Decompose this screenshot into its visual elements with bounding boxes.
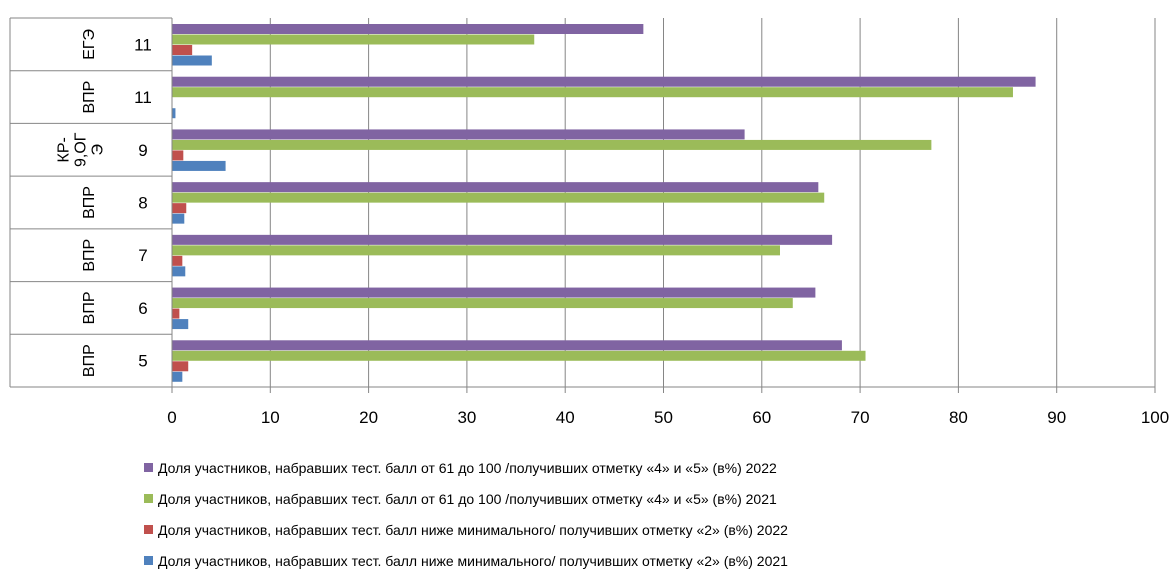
category-label: 9 bbox=[138, 141, 147, 160]
x-tick-label: 0 bbox=[167, 408, 176, 427]
x-tick-label: 60 bbox=[752, 408, 771, 427]
category-label: 5 bbox=[138, 352, 147, 371]
bar bbox=[172, 139, 932, 150]
category-label: 6 bbox=[138, 299, 147, 318]
legend-item: Доля участников, набравших тест. балл ни… bbox=[144, 545, 788, 576]
legend-item: Доля участников, набравших тест. балл от… bbox=[144, 452, 788, 483]
category-group-label: ВПР bbox=[81, 239, 98, 272]
x-tick-label: 70 bbox=[851, 408, 870, 427]
bar bbox=[172, 213, 185, 224]
bar bbox=[172, 350, 866, 361]
bar bbox=[172, 55, 212, 66]
category-group-label: ВПР bbox=[81, 186, 98, 219]
bar bbox=[172, 129, 745, 140]
bar bbox=[172, 108, 176, 119]
category-group-label-line: КР- bbox=[56, 137, 73, 162]
category-group-label: ВПР bbox=[81, 292, 98, 325]
bar bbox=[172, 371, 183, 382]
legend-label: Доля участников, набравших тест. балл от… bbox=[158, 459, 777, 476]
x-tick-label: 90 bbox=[1047, 408, 1066, 427]
bar bbox=[172, 182, 819, 193]
category-group-label-line: 9,ОГ bbox=[73, 132, 90, 167]
bar bbox=[172, 361, 189, 372]
x-tick-label: 30 bbox=[457, 408, 476, 427]
bar bbox=[172, 34, 535, 45]
bar bbox=[172, 287, 816, 298]
category-group-label: ЕГЭ bbox=[81, 29, 98, 60]
bar bbox=[172, 87, 1013, 98]
legend-swatch bbox=[144, 463, 153, 472]
legend-label: Доля участников, набравших тест. балл ни… bbox=[158, 521, 788, 538]
x-tick-label: 100 bbox=[1141, 408, 1169, 427]
legend-item: Доля участников, набравших тест. балл ни… bbox=[144, 514, 788, 545]
legend-swatch bbox=[144, 556, 153, 565]
category-group-label: КР-9,ОГЭ bbox=[56, 132, 107, 167]
category-group-label: ВПР bbox=[81, 81, 98, 114]
bar bbox=[172, 308, 180, 319]
x-tick-label: 20 bbox=[359, 408, 378, 427]
bar-chart-plot: 0 10 20 30 40 50 60 70 80 90 100 5 ВПР 6 ВПР 7 ВПР 8 ВПР 9 К… bbox=[9, 17, 1169, 427]
bar bbox=[172, 234, 833, 245]
legend-label: Доля участников, набравших тест. балл ни… bbox=[158, 552, 788, 569]
legend-label: Доля участников, набравших тест. балл от… bbox=[158, 490, 777, 507]
bar bbox=[172, 319, 189, 330]
bar bbox=[172, 298, 793, 309]
bar bbox=[172, 255, 183, 266]
chart-legend: Доля участников, набравших тест. балл от… bbox=[144, 452, 788, 576]
legend-item: Доля участников, набравших тест. балл от… bbox=[144, 483, 788, 514]
bar bbox=[172, 266, 186, 277]
category-label: 7 bbox=[138, 246, 147, 265]
x-tick-label: 10 bbox=[261, 408, 280, 427]
legend-swatch bbox=[144, 525, 153, 534]
x-tick-label: 50 bbox=[654, 408, 673, 427]
bar bbox=[172, 203, 187, 214]
category-group-label-line: Э bbox=[90, 144, 107, 156]
category-label: 8 bbox=[138, 194, 147, 213]
bar bbox=[172, 76, 1036, 87]
bar bbox=[172, 160, 226, 171]
bar bbox=[172, 245, 780, 256]
category-label: 11 bbox=[134, 35, 152, 54]
category-label: 11 bbox=[134, 88, 152, 107]
bar bbox=[172, 192, 825, 203]
bar bbox=[172, 340, 842, 351]
bar bbox=[172, 45, 193, 55]
bar bbox=[172, 24, 644, 34]
x-tick-label: 40 bbox=[556, 408, 575, 427]
bar bbox=[172, 150, 184, 161]
x-tick-label: 80 bbox=[949, 408, 968, 427]
legend-swatch bbox=[144, 494, 153, 503]
category-group-label: ВПР bbox=[81, 344, 98, 377]
